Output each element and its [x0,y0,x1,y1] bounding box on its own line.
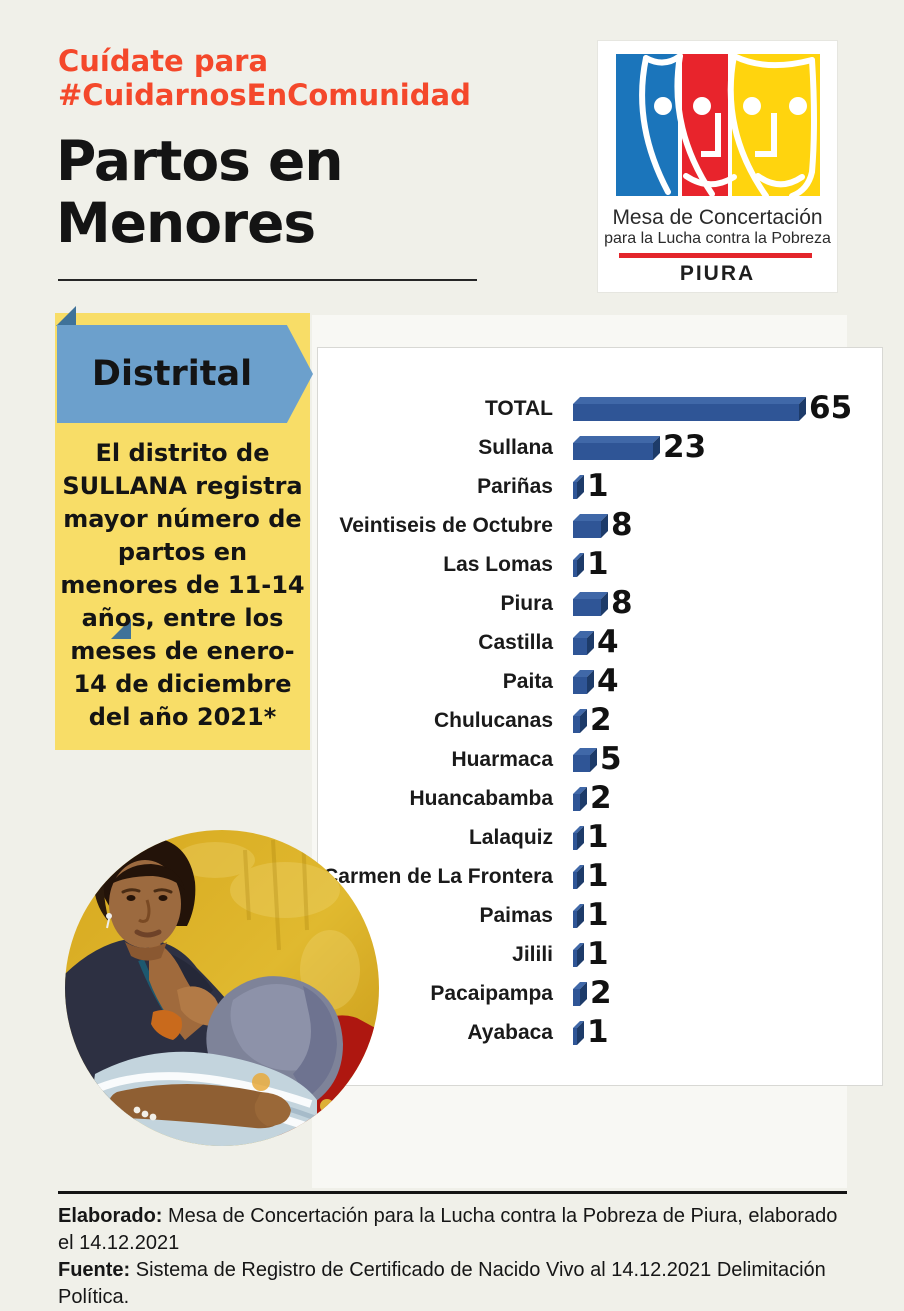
logo-org-subtitle: para la Lucha contra la Pobreza [604,230,831,247]
bar [573,669,594,694]
footer-divider [58,1191,847,1194]
bar-chart: TOTAL 65 Sullana 23 Pariñas 1 Veintiseis de Oc… [318,389,882,1052]
campaign-tagline: Cuídate para #CuidarnosEnComunidad [58,44,471,112]
chart-row: Castilla 4 [318,623,882,662]
value-label: 1 [587,1014,609,1050]
category-label: Lalaquiz [468,825,553,849]
logo-faces-icon [616,54,820,199]
value-label: 2 [590,702,612,738]
bar [573,513,608,538]
footer-credits: Elaborado: Mesa de Concertación para la … [58,1203,858,1311]
bar [573,903,584,928]
bar [573,591,608,616]
category-label: Piura [500,591,553,615]
category-label: TOTAL [484,396,553,420]
bar [573,708,587,733]
footer-line-elaborado: Elaborado: Mesa de Concertación para la … [58,1205,838,1254]
category-label: Chulucanas [433,708,553,732]
value-label: 2 [590,975,612,1011]
category-label: Huarmaca [451,747,553,771]
footer-line-fuente: Fuente: Sistema de Registro de Certifica… [58,1259,826,1308]
page-title: Partos en Menores [56,129,343,255]
category-label: Ayabaca [467,1020,553,1044]
chart-row: Las Lomas 1 [318,545,882,584]
value-label: 4 [597,663,619,699]
category-label: Sullana [478,435,553,459]
chart-row: Pariñas 1 [318,467,882,506]
value-label: 1 [587,468,609,504]
chart-row: Ayabaca 1 [318,1013,882,1052]
logo-region: PIURA [679,262,756,285]
category-label: Veintiseis de Octubre [339,513,553,537]
category-label: Pariñas [477,474,553,498]
value-label: 1 [587,897,609,933]
chart-row: Chulucanas 2 [318,701,882,740]
chart-row: Pacaipampa 2 [318,974,882,1013]
banner-label: Distrital [91,354,253,394]
value-label: 5 [600,741,622,777]
title-underline [58,279,477,281]
value-label: 23 [663,429,707,465]
bar [573,552,584,577]
value-label: 8 [611,585,633,621]
value-label: 8 [611,507,633,543]
category-label: Las Lomas [443,552,553,576]
category-label: Castilla [478,630,553,654]
chart-row: Jilili 1 [318,935,882,974]
logo-red-bar [619,253,812,258]
chart-row: Carmen de La Frontera 1 [318,857,882,896]
category-label: Huancabamba [409,786,553,810]
bar [573,630,594,655]
bar [573,396,806,421]
bar [573,981,587,1006]
category-label: Jilili [512,942,553,966]
value-label: 1 [587,858,609,894]
distrital-banner: Distrital [57,325,313,423]
value-label: 2 [590,780,612,816]
value-label: 1 [587,546,609,582]
chart-row: Paita 4 [318,662,882,701]
chart-row: Huancabamba 2 [318,779,882,818]
chart-row: Sullana 23 [318,428,882,467]
callout-text: El distrito de SULLANA registra mayor nú… [60,439,305,731]
chart-row: Paimas 1 [318,896,882,935]
value-label: 1 [587,936,609,972]
category-label: Carmen de La Frontera [323,864,553,888]
logo-card: Mesa de Concertación para la Lucha contr… [597,40,838,293]
bar [573,747,597,772]
category-label: Pacaipampa [430,981,553,1005]
bar [573,864,584,889]
chart-row: Veintiseis de Octubre 8 [318,506,882,545]
category-label: Paimas [479,903,553,927]
logo-org-name: Mesa de Concertación [612,206,823,229]
bar [573,1020,584,1045]
bar [573,474,584,499]
bar [573,786,587,811]
value-label: 4 [597,624,619,660]
bar [573,825,584,850]
chart-row: Piura 8 [318,584,882,623]
bar [573,435,660,460]
category-label: Paita [502,669,553,693]
chart-panel: TOTAL 65 Sullana 23 Pariñas 1 Veintiseis de Oc… [317,347,883,1086]
photo-mother-baby [65,830,379,1146]
value-label: 65 [809,390,853,426]
chart-row: Huarmaca 5 [318,740,882,779]
value-label: 1 [587,819,609,855]
chart-row: TOTAL 65 [318,389,882,428]
chart-row: Lalaquiz 1 [318,818,882,857]
bar [573,942,584,967]
